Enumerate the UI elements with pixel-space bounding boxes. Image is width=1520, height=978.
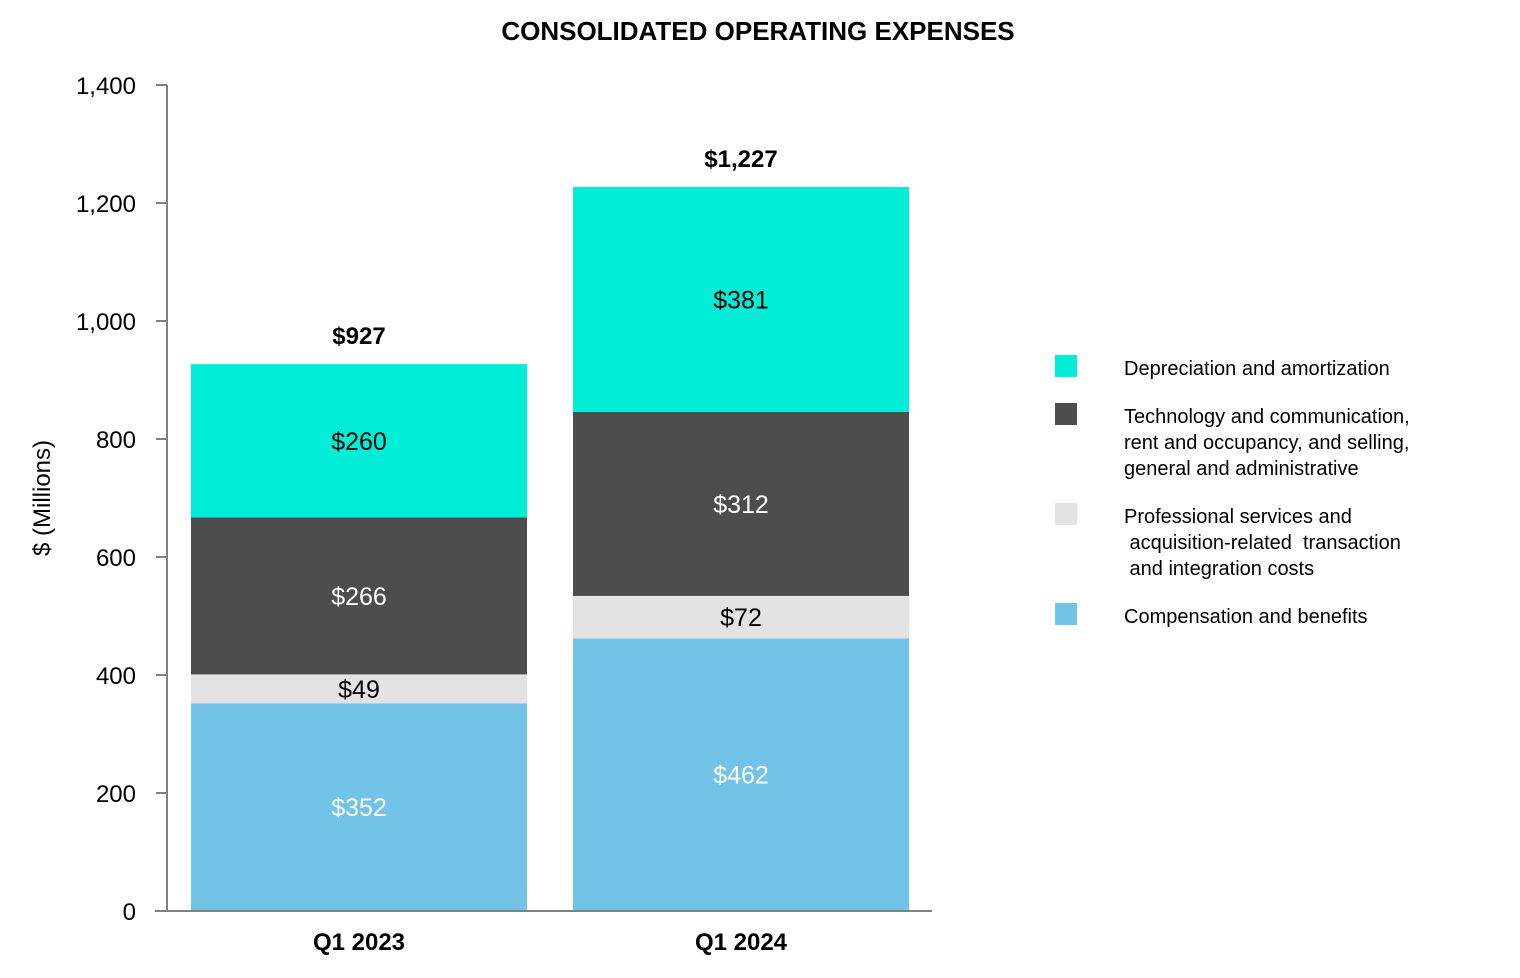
y-tick-label: 800 xyxy=(96,427,136,454)
bar-segment xyxy=(191,517,527,675)
legend-swatch xyxy=(1055,603,1077,625)
y-tick-label: 1,200 xyxy=(76,191,136,218)
legend-item: Depreciation and amortization xyxy=(1055,355,1390,380)
data-label: $312 xyxy=(713,491,769,519)
x-tick-label: Q1 2024 xyxy=(695,929,788,956)
data-label: $49 xyxy=(338,676,380,704)
plot-area: 0 200 400 600 800 1,000 1,200 1,400 $352 $49 $266 $… xyxy=(76,73,932,956)
bar-segment xyxy=(573,187,909,412)
bar-segment xyxy=(191,703,527,911)
data-label: $266 xyxy=(331,583,387,611)
legend-swatch xyxy=(1055,503,1077,525)
data-label: $352 xyxy=(331,794,387,822)
total-label: $927 xyxy=(332,323,385,350)
legend-swatch xyxy=(1055,403,1077,425)
legend-item: Technology and communication, rent and oc… xyxy=(1055,403,1410,480)
bar-segment xyxy=(191,674,527,704)
data-label: $72 xyxy=(720,604,762,632)
y-tick-label: 400 xyxy=(96,663,136,690)
legend-label: acquisition-related transaction xyxy=(1124,532,1401,554)
legend-item: Professional services and acquisition-re… xyxy=(1055,503,1401,580)
legend-label: general and administrative xyxy=(1124,458,1359,480)
y-axis-label: $ (Millions) xyxy=(29,440,56,556)
y-tick-label: 1,400 xyxy=(76,73,136,100)
bar-segment xyxy=(573,638,909,911)
legend-item: Compensation and benefits xyxy=(1055,603,1368,628)
y-tick-label: 200 xyxy=(96,781,136,808)
legend-swatch xyxy=(1055,355,1077,377)
total-label: $1,227 xyxy=(704,146,777,173)
bar-segment xyxy=(191,364,527,518)
data-label: $381 xyxy=(713,286,769,314)
legend: Depreciation and amortization Technology … xyxy=(1055,355,1410,628)
legend-label: Compensation and benefits xyxy=(1124,606,1368,628)
legend-label: Depreciation and amortization xyxy=(1124,358,1390,380)
legend-label: Professional services and xyxy=(1124,506,1352,528)
bar-segment xyxy=(573,595,909,639)
data-label: $462 xyxy=(713,762,769,790)
x-tick-label: Q1 2023 xyxy=(313,929,405,956)
bar-segment xyxy=(573,411,909,596)
legend-label: rent and occupancy, and selling, xyxy=(1124,432,1409,454)
legend-label: and integration costs xyxy=(1124,558,1314,580)
data-label: $260 xyxy=(331,428,387,456)
y-tick-label: 600 xyxy=(96,545,136,572)
y-tick-label: 0 xyxy=(123,899,136,926)
y-tick-label: 1,000 xyxy=(76,309,136,336)
chart-title: CONSOLIDATED OPERATING EXPENSES xyxy=(501,16,1014,46)
legend-label: Technology and communication, xyxy=(1124,406,1410,428)
